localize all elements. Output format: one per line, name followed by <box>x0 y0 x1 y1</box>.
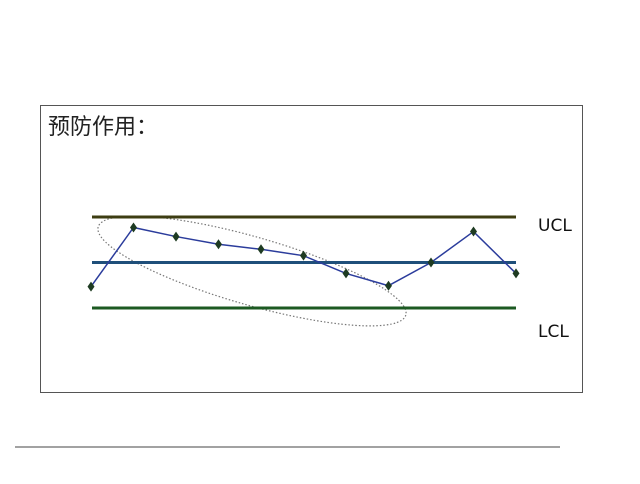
lcl-label: LCL <box>538 322 569 342</box>
data-point <box>512 268 520 279</box>
data-point <box>87 281 95 292</box>
data-point <box>257 244 265 255</box>
data-point <box>427 257 435 268</box>
data-point <box>470 226 477 237</box>
frame <box>40 105 583 393</box>
data-point <box>342 268 350 279</box>
data-point <box>215 239 222 250</box>
ucl-label: UCL <box>538 216 572 236</box>
data-point <box>130 222 137 233</box>
data-point <box>385 280 392 291</box>
data-point <box>300 250 307 261</box>
data-point <box>172 231 180 242</box>
highlight-ellipse <box>97 215 407 327</box>
chart-title: 预防作用： <box>48 115 158 140</box>
